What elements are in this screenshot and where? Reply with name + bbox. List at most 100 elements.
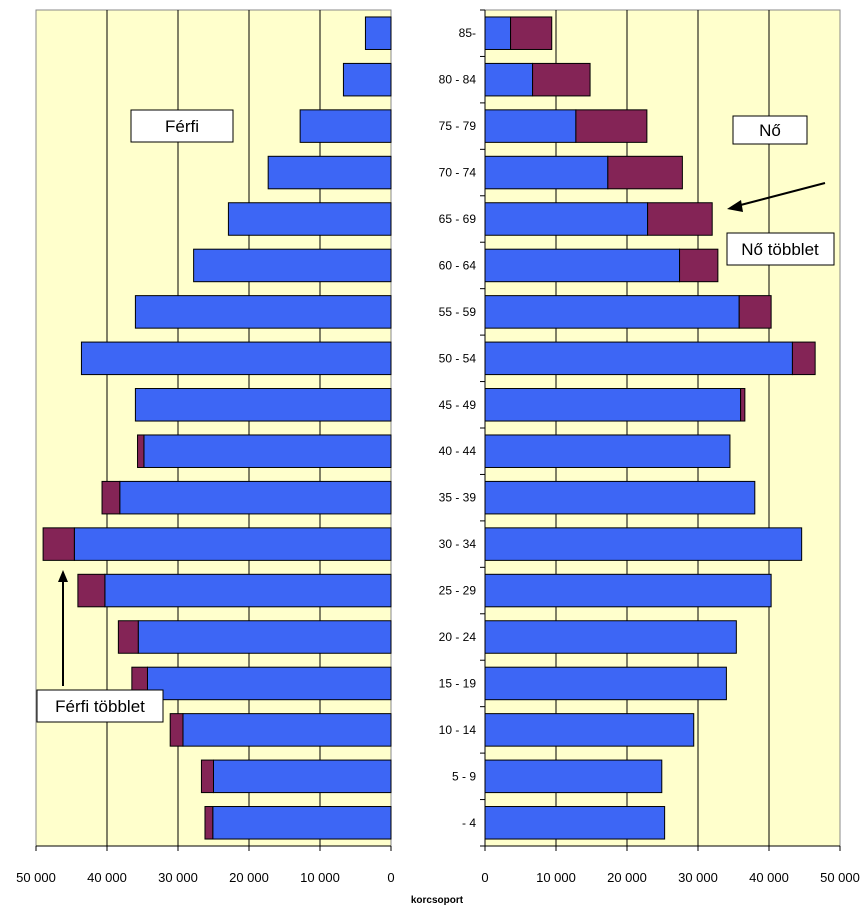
male-bar-base [146, 666, 392, 701]
male-bar-base [227, 202, 392, 236]
category-label: 30 - 34 [439, 537, 477, 551]
female-bar-base [484, 573, 772, 608]
category-label: 40 - 44 [439, 444, 477, 458]
female-bar-surplus [791, 341, 816, 376]
male-bar-surplus [117, 620, 139, 654]
right-panel-label: Nő [759, 121, 781, 140]
female-bar-surplus [575, 109, 648, 143]
female-bar-base [484, 527, 803, 561]
left-x-tick-label: 10 000 [300, 870, 340, 885]
left-x-tick-label: 0 [387, 870, 394, 885]
male-bar-base [364, 16, 392, 50]
left-panel-label-box [130, 109, 234, 143]
male-bar-base [213, 759, 392, 794]
right-x-tick-label: 40 000 [749, 870, 789, 885]
left-x-tick-label: 50 000 [16, 870, 56, 885]
category-label: 75 - 79 [439, 119, 477, 133]
male-bar-base [119, 480, 392, 515]
female-bar-surplus [738, 295, 772, 329]
male-bar-surplus [137, 434, 145, 468]
category-labels: - 4 5 - 9 10 - 14 15 - 19 20 - 24 25 - 29 30 -… [439, 26, 477, 830]
right-x-tick-label: 20 000 [607, 870, 647, 885]
female-bar-base [484, 759, 663, 794]
category-label: 50 - 54 [439, 351, 477, 365]
male-bar-base [143, 434, 392, 468]
category-label: - 4 [462, 816, 476, 830]
category-label: 15 - 19 [439, 676, 477, 690]
male-bar-surplus [169, 713, 184, 747]
male-bar-base [104, 573, 392, 608]
category-label: 35 - 39 [439, 491, 477, 505]
male-bar-base [193, 248, 392, 283]
right-gridlines [555, 10, 770, 846]
category-label: 5 - 9 [452, 769, 476, 783]
category-label: 70 - 74 [439, 166, 477, 180]
category-label: 65 - 69 [439, 212, 477, 226]
female-bar-base [484, 434, 731, 468]
female-bar-base [484, 666, 727, 701]
female-bar-base [484, 341, 793, 376]
female-bar-surplus [740, 388, 746, 422]
male-bar-surplus [77, 573, 106, 608]
male-bar-base [182, 713, 392, 747]
male-surplus-label: Férfi többlet [55, 697, 145, 716]
female-surplus-arrowhead [727, 200, 743, 212]
left-x-tick-label: 30 000 [158, 870, 198, 885]
right-panel-label-box [732, 115, 808, 145]
female-surplus-box [726, 232, 835, 266]
female-bar-base [484, 16, 512, 50]
female-bar-base [484, 806, 666, 840]
male-bar-surplus [204, 806, 214, 840]
category-label: 45 - 49 [439, 398, 477, 412]
right-x-tick-label: 50 000 [820, 870, 860, 885]
right-plot-area [484, 9, 841, 847]
male-bar-base [342, 62, 392, 97]
left-bars [42, 16, 392, 840]
female-bar-base [484, 295, 740, 329]
left-x-tick-label: 20 000 [229, 870, 269, 885]
male-bar-base [134, 295, 392, 329]
right-x-tick-label: 10 000 [536, 870, 576, 885]
category-label: 80 - 84 [439, 73, 477, 87]
right-x-tick-labels: 0 10 000 20 000 30 000 40 000 50 000 [481, 870, 860, 885]
female-bar-surplus [510, 16, 553, 50]
female-surplus-label: Nő többlet [741, 240, 819, 259]
female-bar-base [484, 248, 681, 283]
category-label: 55 - 59 [439, 305, 477, 319]
male-bar-base [80, 341, 392, 376]
female-bar-base [484, 155, 609, 190]
female-bar-surplus [532, 62, 591, 97]
category-label: 10 - 14 [439, 723, 477, 737]
category-label: 25 - 29 [439, 584, 477, 598]
left-x-tick-label: 40 000 [87, 870, 127, 885]
male-bar-base [134, 388, 392, 422]
male-bar-base [267, 155, 392, 190]
male-bar-surplus [200, 759, 214, 794]
male-surplus-box [36, 689, 164, 723]
female-bar-base [484, 713, 695, 747]
x-axis-title: korcsoport [411, 895, 464, 906]
female-bar-surplus [607, 155, 683, 190]
right-x-tick-label: 30 000 [678, 870, 718, 885]
axes [35, 9, 841, 851]
female-bar-base [484, 620, 737, 654]
female-surplus-arrow [732, 182, 826, 208]
female-bar-base [484, 109, 577, 143]
male-bar-surplus [101, 480, 121, 515]
left-x-tick-labels: 50 000 40 000 30 000 20 000 10 000 0 [16, 870, 395, 885]
male-bar-base [73, 527, 392, 561]
male-surplus-arrowhead [58, 570, 68, 582]
male-bar-base [137, 620, 392, 654]
female-bar-base [484, 480, 756, 515]
female-bar-base [484, 202, 649, 236]
male-bar-base [212, 806, 392, 840]
male-bar-surplus [42, 527, 75, 561]
category-label: 60 - 64 [439, 258, 477, 272]
male-bar-base [299, 109, 392, 143]
female-bar-base [484, 388, 742, 422]
right-x-tick-label: 0 [481, 870, 488, 885]
female-bar-surplus [647, 202, 713, 236]
left-panel-label: Férfi [165, 117, 199, 136]
category-label: 85- [459, 26, 476, 40]
